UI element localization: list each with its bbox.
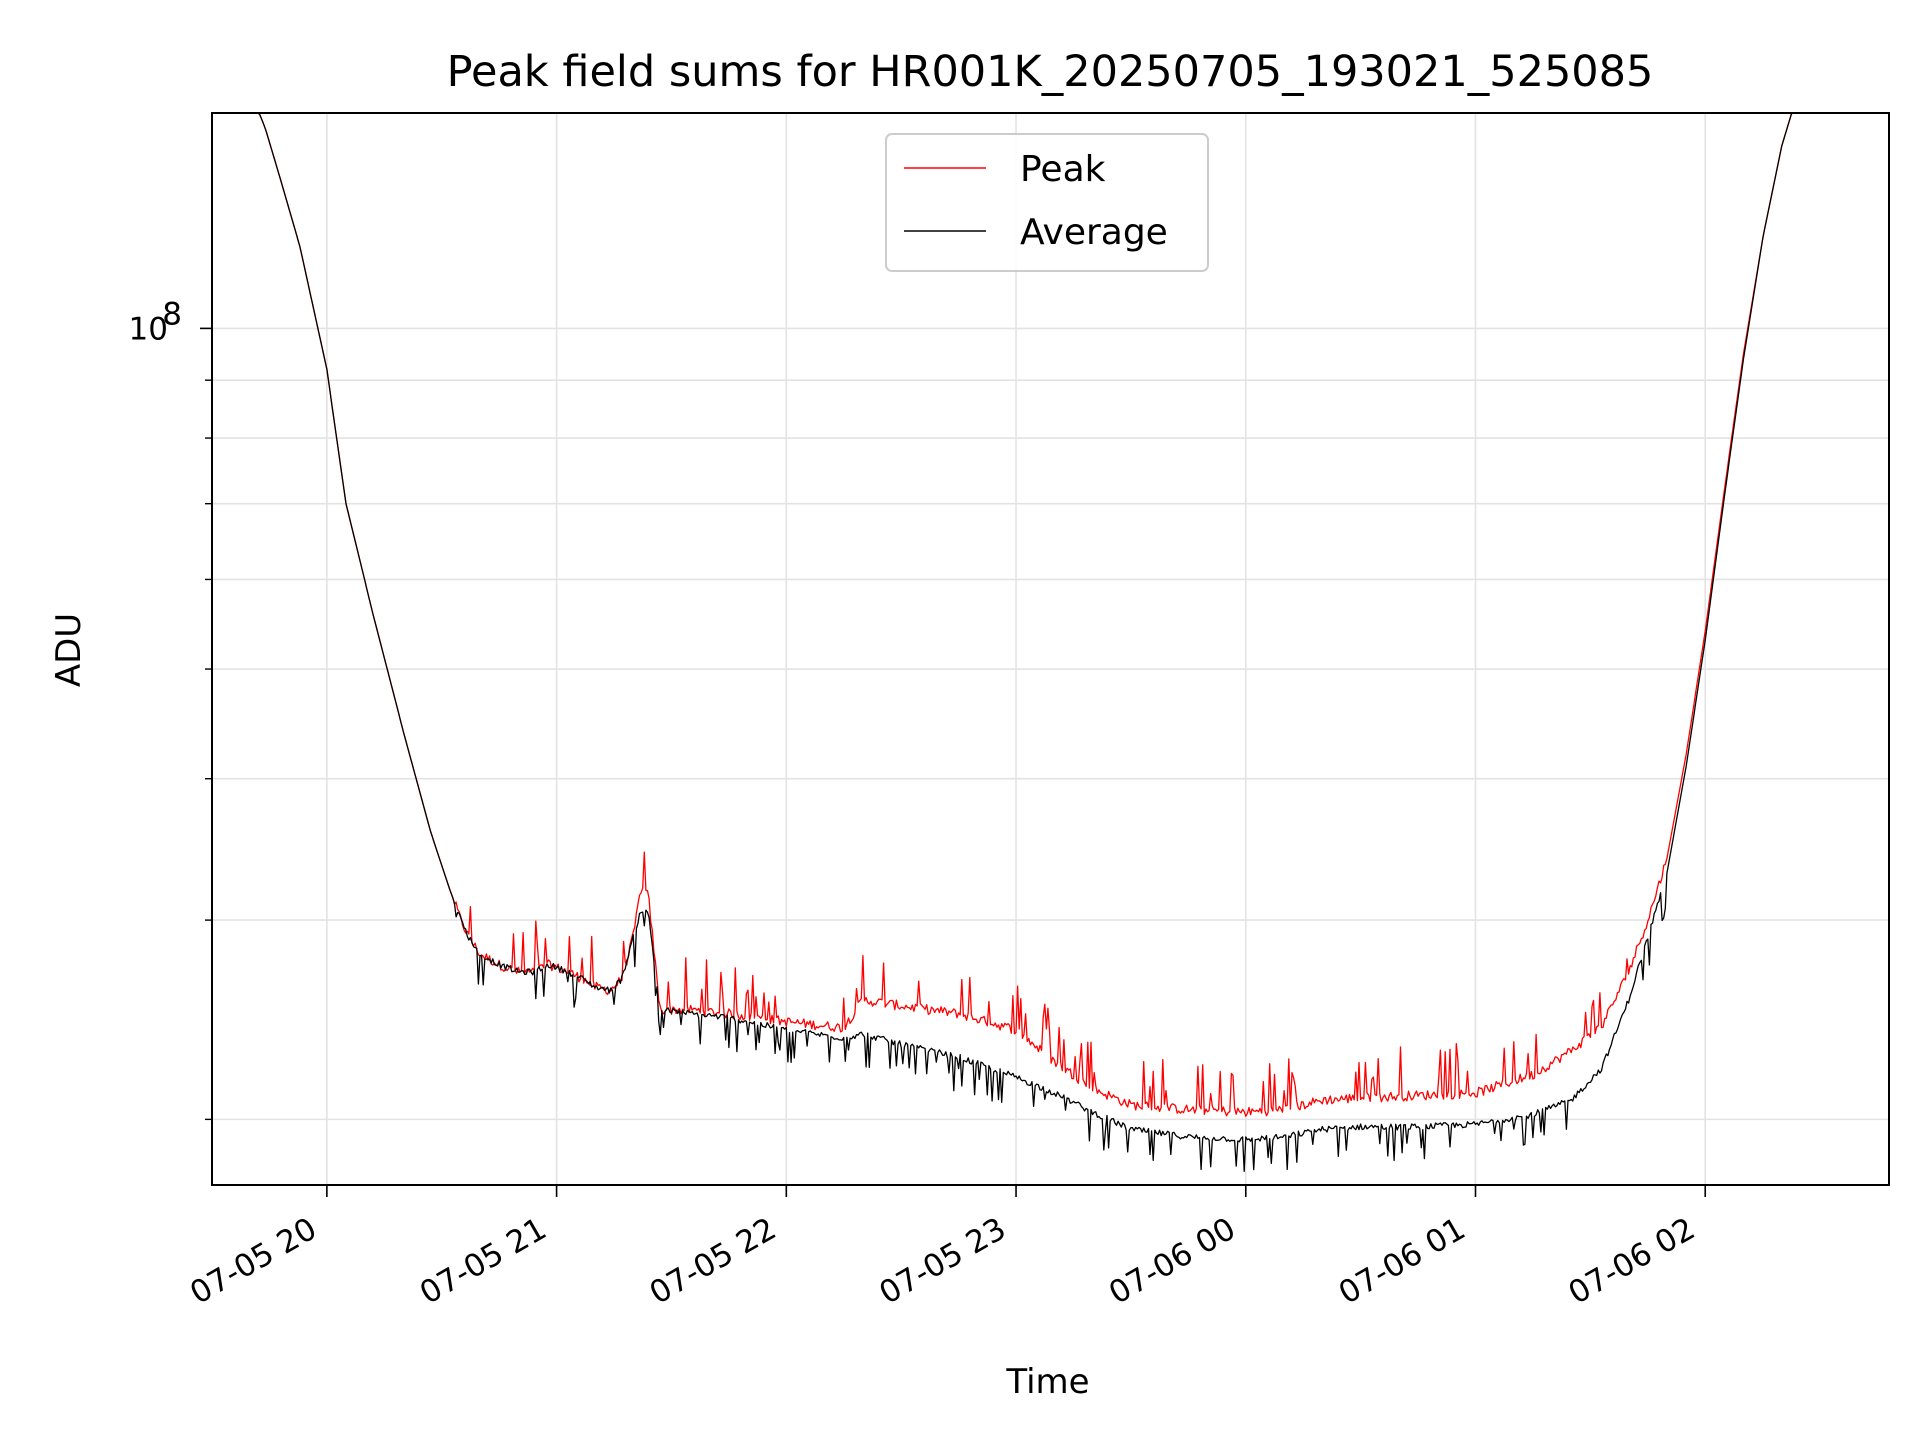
legend: Peak Average (885, 133, 1209, 272)
series-layer (212, 112, 1821, 1172)
legend-label-peak: Peak (1020, 149, 1106, 190)
series-line-average (212, 112, 1821, 1172)
x-axis-label: Time (1005, 1362, 1089, 1402)
grid (212, 113, 1889, 1185)
plot-frame (211, 112, 1890, 1186)
y-tick-label: 10 (129, 311, 168, 347)
legend-label-average: Average (1020, 212, 1168, 253)
y-axis-label: ADU (49, 613, 89, 687)
y-tick-label-exp: 8 (162, 296, 182, 332)
y-tick-label-base: 10 (129, 311, 168, 347)
chart-title: Peak field sums for HR001K_20250705_1930… (447, 47, 1654, 97)
y-axis-ticks: 108 (129, 296, 212, 1121)
